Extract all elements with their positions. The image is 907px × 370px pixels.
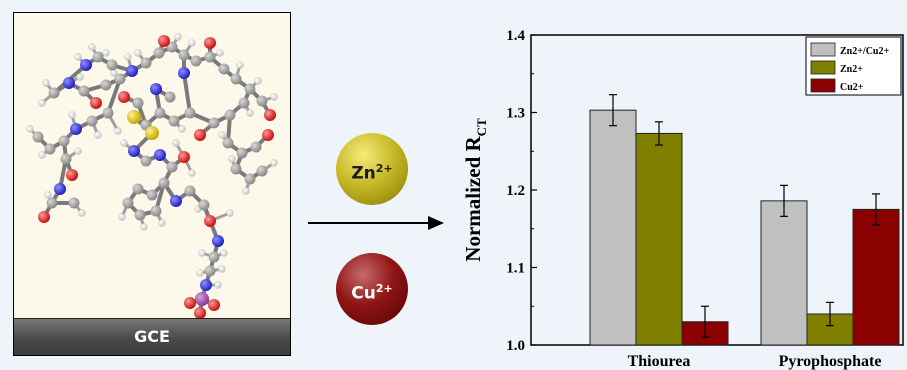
legend-swatch <box>810 60 836 75</box>
bar-pyrophosphate-2 <box>852 208 900 346</box>
legend-label: Zn2+ <box>840 64 863 75</box>
legend-label: Cu2+ <box>840 82 864 93</box>
molecule-panel: GCE <box>13 12 291 356</box>
gce-electrode: GCE <box>14 318 290 355</box>
legend-label: Zn2+/Cu2+ <box>840 46 889 57</box>
legend-swatch <box>810 42 836 57</box>
y-tick-label: 1.0 <box>506 338 525 354</box>
copper-ion-label: Cu2+ <box>351 282 393 304</box>
y-axis-label: Normalized RCT <box>461 118 489 262</box>
bar-thiourea-1 <box>635 132 683 346</box>
copper-ion-sphere: Cu2+ <box>336 253 408 325</box>
legend-swatch <box>810 78 836 93</box>
y-tick-label: 1.2 <box>506 183 525 199</box>
zinc-ion-sphere: Zn2+ <box>336 133 408 205</box>
y-tick-label: 1.1 <box>506 261 525 277</box>
x-tick-label: Pyrophosphate <box>779 353 882 370</box>
y-tick-label: 1.3 <box>506 106 525 122</box>
bar-thiourea-0 <box>589 109 637 346</box>
bar-chart: 1.0 1.1 1.2 1.3 1.4 Normalized RCT Thiourea Pyr… <box>461 28 904 370</box>
y-tick-label: 1.4 <box>506 28 525 44</box>
molecule-illustration <box>26 33 278 319</box>
x-tick-label: Thiourea <box>628 353 691 370</box>
bar-pyrophosphate-0 <box>760 200 808 346</box>
zinc-ion-label: Zn2+ <box>351 162 393 184</box>
